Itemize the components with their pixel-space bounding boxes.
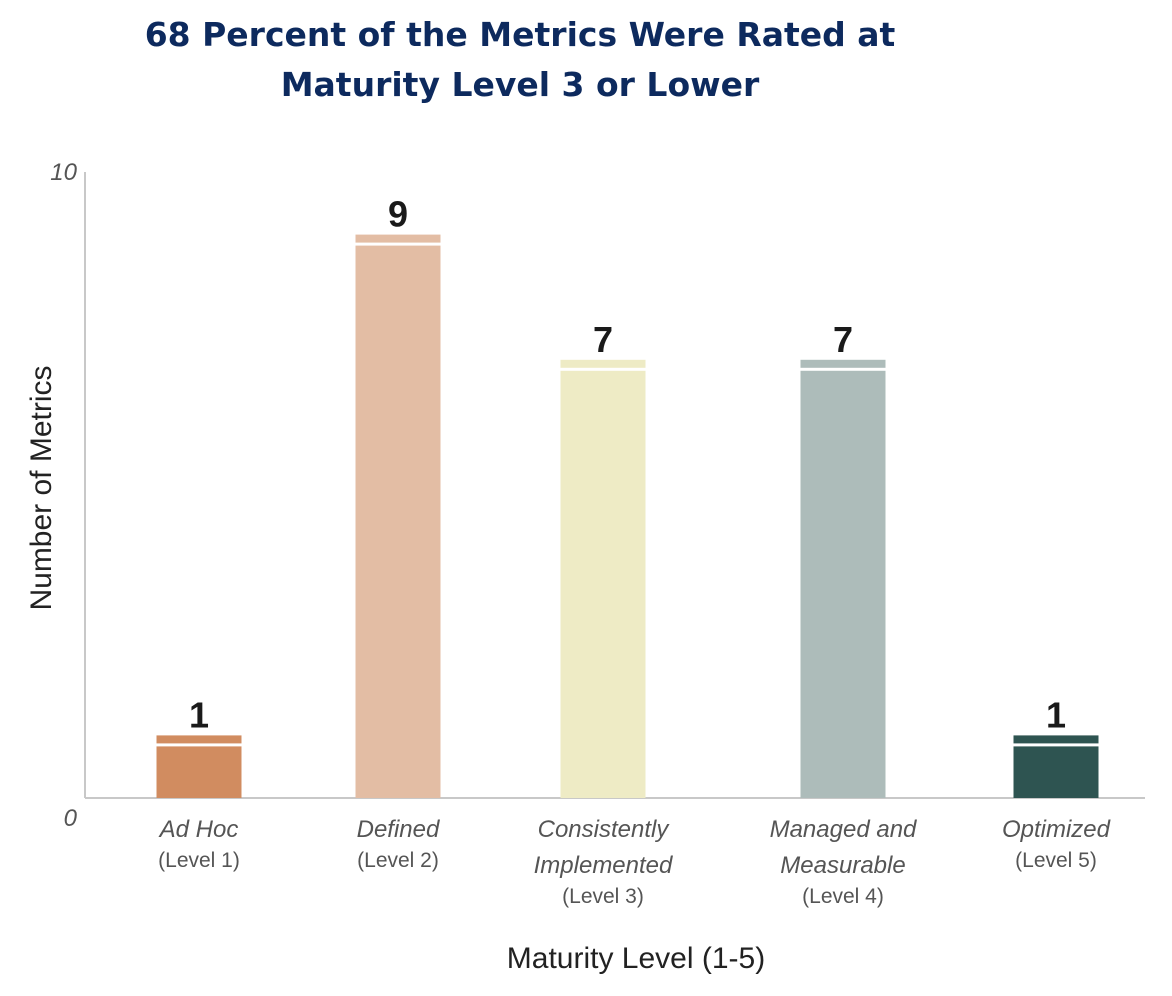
x-tick-label: Managed and <box>770 816 917 843</box>
bar-cap <box>355 234 441 243</box>
y-tick-label: 10 <box>50 159 77 186</box>
chart-title: 68 Percent of the Metrics Were Rated at … <box>0 10 1040 110</box>
bar-cap <box>156 735 242 744</box>
bar <box>156 746 242 798</box>
bars <box>156 234 1099 799</box>
bar <box>560 370 646 798</box>
data-label: 9 <box>388 194 408 235</box>
x-tick-level-label: (Level 1) <box>158 849 240 872</box>
x-tick-level-label: (Level 2) <box>357 849 439 872</box>
bar-cap <box>560 359 646 368</box>
axes: 0 10 Number of Metrics Maturity Level (1-5) <box>25 159 1145 975</box>
bar <box>1013 746 1099 798</box>
chart-title-line-1: 68 Percent of the Metrics Were Rated at <box>144 15 896 54</box>
x-tick-level-label: (Level 3) <box>562 885 644 908</box>
data-label: 7 <box>833 319 853 360</box>
x-tick-label: Defined <box>357 816 440 843</box>
y-axis-title: Number of Metrics <box>25 365 58 610</box>
bar-cap <box>800 359 886 368</box>
data-label: 1 <box>189 694 209 735</box>
data-label: 1 <box>1046 694 1066 735</box>
x-tick-label: Optimized <box>1002 816 1111 843</box>
chart-title-line-2: Maturity Level 3 or Lower <box>280 65 760 104</box>
x-tick-label: Ad Hoc <box>158 816 239 843</box>
labels: 1 Ad Hoc (Level 1) 9 Defined (Level 2) 7 Consis… <box>158 194 1111 908</box>
x-tick-label: Implemented <box>534 852 673 879</box>
y-tick-label: 0 <box>64 805 78 832</box>
bar-cap <box>1013 735 1099 744</box>
data-label: 7 <box>593 319 613 360</box>
x-tick-label: Measurable <box>780 852 905 879</box>
bar <box>800 370 886 798</box>
x-tick-label: Consistently <box>538 816 671 843</box>
x-axis-title: Maturity Level (1-5) <box>507 942 765 975</box>
bar <box>355 245 441 799</box>
x-tick-level-label: (Level 5) <box>1015 849 1097 872</box>
x-tick-level-label: (Level 4) <box>802 885 884 908</box>
